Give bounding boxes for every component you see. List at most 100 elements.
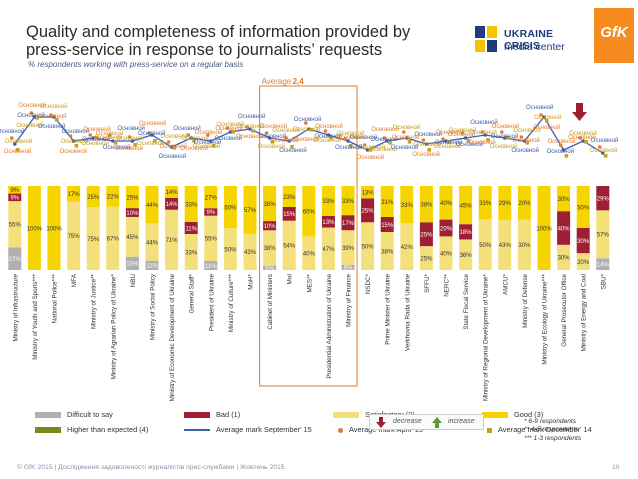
avg-december-point — [545, 119, 549, 123]
average-mark-label: Основной — [568, 134, 596, 141]
bar-value-label: 40% — [440, 201, 453, 207]
average-mark-label: Основной — [526, 104, 554, 111]
avg-september-point — [150, 133, 154, 137]
avg-december-point — [564, 154, 569, 158]
avg-september-point — [287, 139, 292, 143]
bar-segment-3-5 — [106, 186, 120, 207]
avg-september-point — [463, 136, 468, 140]
bar-value-label: 20% — [518, 201, 531, 207]
average-mark-label: Основной — [0, 128, 24, 135]
bar-segment-1-4 — [86, 207, 100, 270]
bar-value-label: 36% — [460, 253, 473, 259]
category-label: AMCU* — [502, 273, 509, 295]
avg-september-point — [169, 145, 174, 149]
avg-december-point — [133, 143, 137, 147]
bar-value-label: 30% — [558, 197, 571, 203]
bar-value-label: 23% — [283, 195, 296, 201]
bar-value-label: 30% — [518, 243, 531, 249]
bar-value-label: 40% — [440, 252, 453, 258]
average-mark-label: Основной — [547, 148, 575, 155]
legend-higher-swatch — [35, 427, 61, 434]
average-mark-label: Основной — [259, 133, 287, 140]
bar-segment-0-13 — [263, 265, 277, 270]
category-label: MoH* — [248, 273, 255, 289]
legend-difficult-swatch — [35, 412, 61, 419]
avg-april-point — [539, 113, 543, 117]
bar-value-label: 9% — [10, 188, 19, 194]
avg-april-point — [147, 131, 151, 135]
average-mark-label: Основной — [18, 102, 46, 109]
bar-value-label: 50% — [224, 205, 237, 211]
average-mark-label: Основной — [358, 144, 386, 151]
bar-value-label: 67% — [107, 237, 120, 243]
average-mark-label: Основной — [117, 125, 145, 132]
bar-segment-1-11 — [223, 228, 237, 270]
bar-segment-0-6 — [125, 256, 139, 270]
avg-april-point — [166, 140, 171, 144]
bar-value-label: 31% — [381, 200, 394, 206]
avg-december-point — [211, 144, 216, 148]
bar-segment-3-14 — [282, 186, 296, 207]
avg-december-point — [329, 136, 333, 140]
bar-segment-2-14 — [282, 207, 296, 221]
bar-segment-3-25 — [498, 186, 512, 220]
avg-april-point — [127, 135, 132, 139]
avg-december-point — [466, 139, 471, 143]
avg-september-point — [346, 139, 350, 143]
avg-september-point — [248, 127, 252, 131]
bar-value-label: 38% — [264, 246, 277, 252]
average-mark-label: Основной — [194, 139, 222, 146]
average-mark-label: Основной — [315, 123, 343, 130]
avg-april-point — [578, 136, 582, 140]
category-label: Ministry of Social Policy — [150, 273, 157, 340]
avg-april-point — [500, 130, 504, 134]
bar-segment-1-8 — [165, 209, 179, 270]
category-label: National Police*** — [52, 273, 59, 323]
bar-value-label: 50% — [362, 244, 375, 250]
bar-segment-2-18 — [361, 198, 375, 223]
average-mark-label: Основной — [40, 103, 68, 110]
bar-value-label: 25% — [420, 233, 433, 239]
avg-april-point — [421, 138, 426, 142]
category-label: Ministry of Culture*** — [228, 273, 235, 332]
bar-value-label: 40% — [558, 226, 571, 232]
bar-segment-1-20 — [400, 222, 414, 270]
bar-segment-2-28 — [557, 211, 571, 245]
change-legend-decrease: decrease — [393, 418, 422, 425]
average-mark-label: Основной — [533, 124, 561, 131]
average-mark-label: Основной — [534, 114, 562, 121]
gfk-logo: GfK — [594, 8, 634, 63]
category-label: Prime Minister of Ukraine — [385, 274, 392, 345]
bar-value-label: 60% — [303, 210, 316, 216]
bar-segment-1-0 — [8, 201, 22, 248]
ukraine-crisis-line2: media center — [504, 41, 565, 53]
legend-difficult: Difficult to say — [35, 410, 113, 419]
bar-segment-3-8 — [165, 186, 179, 198]
average-mark-label: Основной — [435, 139, 463, 146]
average-value: 2,4 — [293, 77, 305, 86]
bar-value-label: 55% — [9, 223, 22, 229]
avg-december-point — [290, 145, 294, 149]
average-mark-label: Основной — [96, 130, 124, 137]
average-mark-label: Основной — [436, 129, 464, 136]
average-mark-label: Основной — [4, 148, 32, 155]
bar-segment-2-6 — [125, 208, 139, 217]
avg-april-point — [441, 137, 445, 141]
average-mark-label: Основной — [38, 123, 66, 130]
bar-value-label: 10% — [264, 224, 277, 230]
bar-value-label: 33% — [401, 203, 414, 209]
bar-segment-3-20 — [400, 186, 414, 223]
bar-segment-3-19 — [380, 186, 394, 217]
bar-value-label: 33% — [185, 250, 198, 256]
average-mark-label: Основной — [160, 143, 188, 150]
bar-segment-1-13 — [263, 230, 277, 266]
avg-september-point — [365, 148, 370, 152]
bar-value-label: 9% — [10, 196, 19, 202]
bar-value-label: 25% — [126, 195, 139, 201]
bar-value-label: 17% — [68, 192, 81, 198]
average-mark-label: Основной — [391, 144, 419, 151]
bar-value-label: 55% — [205, 237, 218, 243]
bar-segment-3-2 — [47, 186, 61, 270]
bar-value-label: 11% — [185, 226, 197, 232]
bar-segment-3-15 — [302, 186, 316, 237]
